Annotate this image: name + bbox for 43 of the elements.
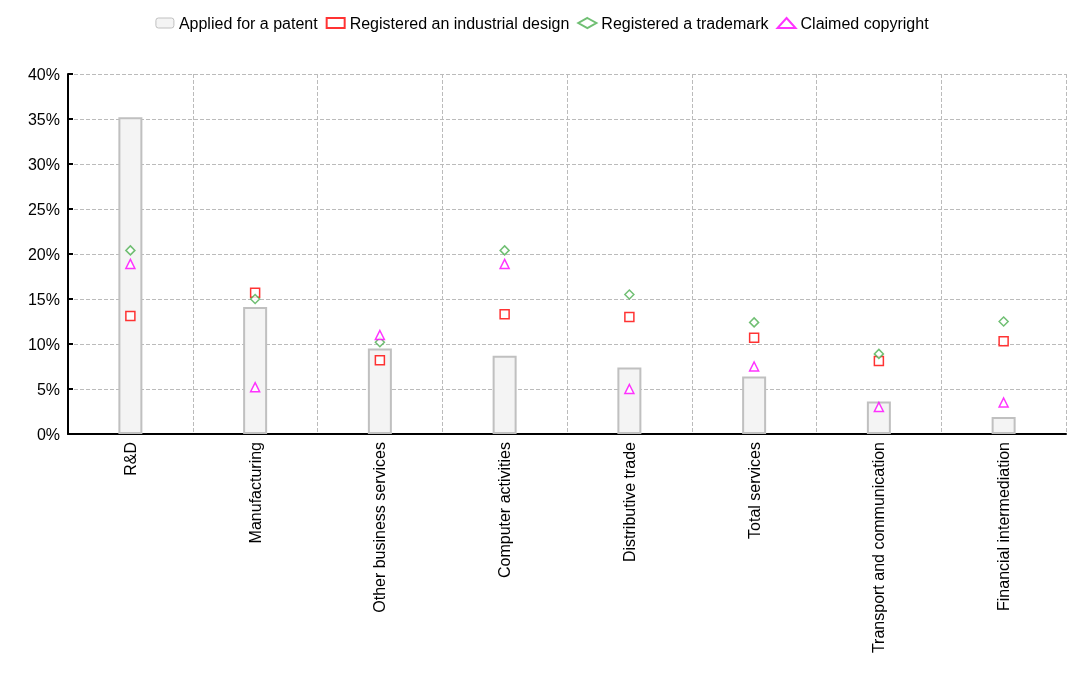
point [998,336,1009,347]
bar [991,416,1016,434]
point [624,311,635,323]
x-tick-label: Distributive trade [620,441,638,563]
point [374,329,386,341]
y-tick-label: 35% [27,110,60,128]
point [998,316,1009,327]
x-tick-label: Total services [745,442,763,539]
x-tick-label: R&D [121,442,139,476]
x-tick-label: Transport and communication [870,442,888,654]
y-tick-label: 0% [36,425,60,443]
point [499,258,510,270]
y-tick-label: 15% [27,290,60,308]
y-tick-label: 40% [27,65,60,83]
legend-label: Applied for a patent [178,14,319,32]
x-tick-label: Other business services [371,442,389,613]
x-tick-label: Computer activities [496,442,514,579]
point [374,354,386,366]
point [748,361,760,372]
point [125,258,136,270]
y-tick-label: 20% [27,245,60,263]
point [873,348,885,360]
point [125,310,136,322]
y-tick-label: 5% [36,380,60,398]
point [748,317,760,328]
x-tick-label: Manufacturing [246,442,264,544]
point [499,245,510,256]
point [873,401,885,413]
y-tick-label: 30% [27,155,60,173]
point [748,332,760,343]
point [624,289,635,300]
y-tick-label: 25% [27,200,60,218]
point [998,397,1009,408]
point [249,381,261,393]
legend-label: Registered a trademark [601,14,770,32]
legend-label: Claimed copyright [800,14,930,32]
bar [866,401,891,434]
point [125,245,136,256]
legend-label: Registered an industrial design [349,14,570,32]
y-tick-label: 10% [27,335,60,353]
point [624,383,635,395]
point [249,293,261,305]
x-tick-label: Financial intermediation [995,442,1013,611]
